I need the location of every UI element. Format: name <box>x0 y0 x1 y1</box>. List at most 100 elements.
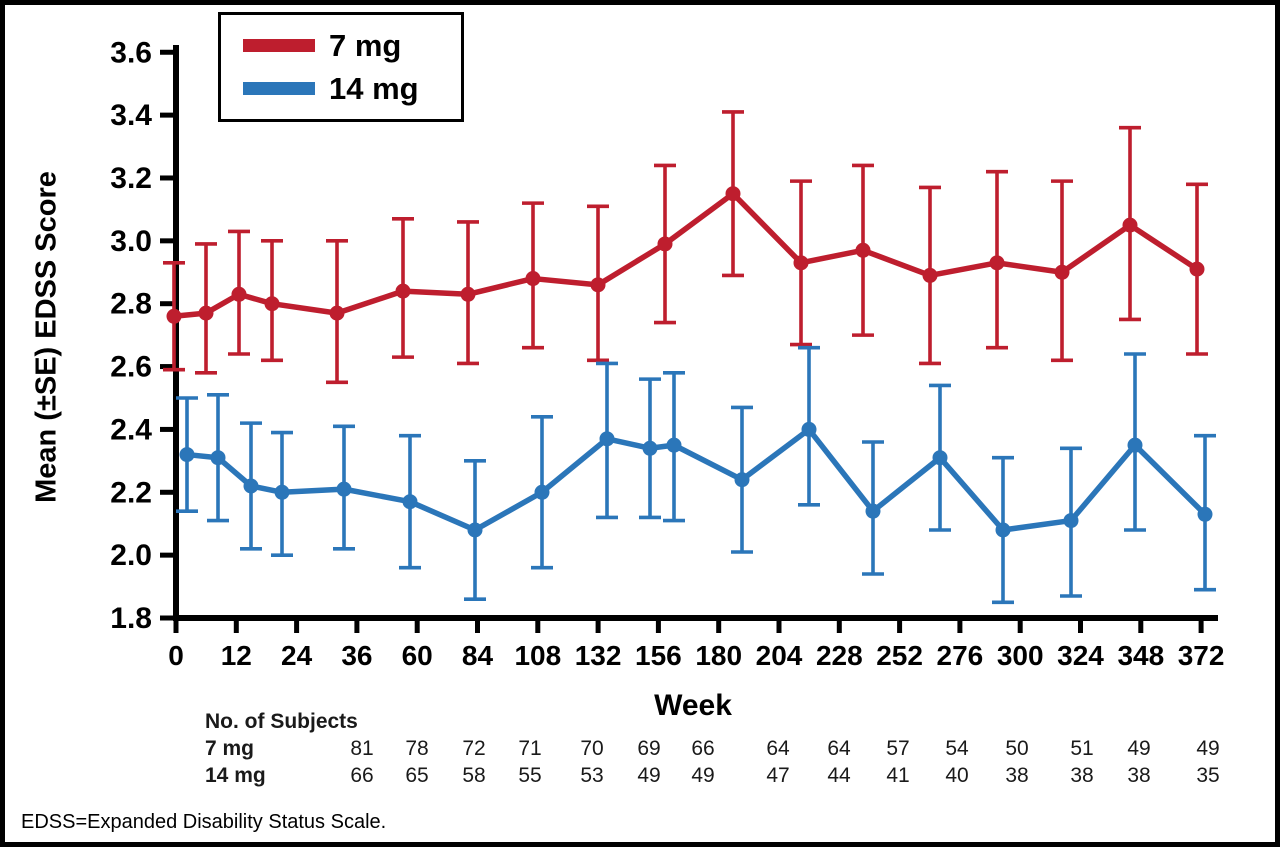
x-tick-label: 300 <box>997 640 1044 671</box>
subject-count: 72 <box>462 737 486 760</box>
series-7mg-marker <box>1054 264 1070 280</box>
y-tick-label: 2.4 <box>110 413 152 446</box>
series-7mg-marker <box>793 255 809 271</box>
x-tick-label: 132 <box>575 640 622 671</box>
series-14mg-marker <box>1063 513 1079 529</box>
subject-count: 53 <box>580 764 604 787</box>
series-14mg-marker <box>666 437 682 453</box>
series-7mg-marker <box>1122 217 1138 233</box>
series-7mg-marker <box>231 286 247 302</box>
series-7mg-marker <box>989 255 1005 271</box>
series-7mg-marker <box>725 186 741 202</box>
subject-count: 50 <box>1005 737 1029 760</box>
x-tick-label: 12 <box>221 640 252 671</box>
x-tick-label: 372 <box>1178 640 1225 671</box>
subject-count: 40 <box>945 764 969 787</box>
subject-count: 64 <box>766 737 790 760</box>
series-14mg-marker <box>995 522 1011 538</box>
edss-line-chart: 1.8 2.0 2.2 2.4 2.6 2.8 3.0 3.2 3.4 3.6 0 12 24 36 60 8… <box>110 36 1225 671</box>
series-14mg-marker <box>402 494 418 510</box>
series-14mg-marker <box>243 478 259 494</box>
subject-count: 81 <box>350 737 374 760</box>
x-tick-label: 228 <box>816 640 863 671</box>
y-tick-label: 3.0 <box>110 225 152 258</box>
x-tick-label: 180 <box>695 640 742 671</box>
series-7mg-marker <box>855 242 871 258</box>
x-tick-label: 324 <box>1057 640 1104 671</box>
series-14mg-marker <box>932 450 948 466</box>
subject-count: 71 <box>518 737 542 760</box>
x-tick-label: 84 <box>462 640 494 671</box>
x-tick-label: 108 <box>514 640 561 671</box>
subjects-row-label-14mg: 14 mg <box>205 764 266 787</box>
legend-label-7mg: 7 mg <box>329 28 402 63</box>
legend-swatch-7mg <box>243 39 315 52</box>
footnote: EDSS=Expanded Disability Status Scale. <box>21 811 387 833</box>
series-14mg-marker <box>210 450 226 466</box>
subjects-row-label-7mg: 7 mg <box>205 737 255 760</box>
x-tick-label: 60 <box>402 640 433 671</box>
series-14mg-marker <box>642 440 658 456</box>
series-7mg-marker <box>525 271 541 287</box>
subject-count: 66 <box>691 737 715 760</box>
series-7mg-marker <box>657 236 673 252</box>
subject-count: 49 <box>1196 737 1220 760</box>
series-14mg-marker <box>467 522 483 538</box>
subject-count: 58 <box>462 764 486 787</box>
legend-label-14mg: 14 mg <box>329 71 419 106</box>
series-14mg-marker <box>865 503 881 519</box>
chart-legend: 7 mg 14 mg <box>218 12 464 122</box>
subject-count: 49 <box>1127 737 1151 760</box>
subject-count: 78 <box>405 737 429 760</box>
y-tick-label: 2.6 <box>110 351 152 384</box>
legend-item-7mg: 7 mg <box>243 30 461 61</box>
x-tick-label: 36 <box>341 640 372 671</box>
series-14mg-marker <box>801 421 817 437</box>
y-tick-label: 1.8 <box>110 602 152 635</box>
subject-count: 64 <box>827 737 851 760</box>
subject-count: 35 <box>1196 764 1220 787</box>
subject-count: 38 <box>1005 764 1029 787</box>
y-tick-label: 3.2 <box>110 162 152 195</box>
subject-count: 47 <box>766 764 790 787</box>
series-14mg-marker <box>734 472 750 488</box>
subject-count: 38 <box>1127 764 1151 787</box>
series-14mg-marker <box>599 431 615 447</box>
series-7mg-marker <box>395 283 411 299</box>
legend-swatch-14mg <box>243 82 315 95</box>
subject-count: 55 <box>518 764 542 787</box>
x-tick-label: 24 <box>281 640 313 671</box>
x-tick-label: 348 <box>1117 640 1164 671</box>
series-14mg-marker <box>274 484 290 500</box>
x-tick-label: 204 <box>756 640 803 671</box>
y-tick-label: 3.4 <box>110 99 152 132</box>
series-7mg-marker <box>460 286 476 302</box>
subjects-table-title: No. of Subjects <box>205 710 358 733</box>
series-7mg-marker <box>329 305 345 321</box>
subjects-table: No. of Subjects 7 mg 14 mg 81 78 72 71 70 69 6… <box>5 5 1275 842</box>
subject-count: 49 <box>691 764 715 787</box>
y-tick-label: 3.6 <box>110 36 152 69</box>
subject-count: 57 <box>886 737 910 760</box>
series-7mg-marker <box>198 305 214 321</box>
series-14mg-marker <box>179 447 195 463</box>
series-14mg-marker <box>336 481 352 497</box>
y-tick-label: 2.8 <box>110 288 152 321</box>
subject-count: 41 <box>886 764 910 787</box>
series-7mg-marker <box>264 296 280 312</box>
x-tick-label: 276 <box>937 640 984 671</box>
series-14mg-marker <box>1197 506 1213 522</box>
subject-count: 65 <box>405 764 429 787</box>
subject-count: 66 <box>350 764 374 787</box>
series-7mg-marker <box>590 277 606 293</box>
subject-count: 38 <box>1070 764 1094 787</box>
x-tick-label: 252 <box>876 640 923 671</box>
series-14mg-marker <box>534 484 550 500</box>
x-tick-label: 156 <box>635 640 682 671</box>
series-7mg-marker <box>922 267 938 283</box>
subject-count: 69 <box>637 737 661 760</box>
subject-count: 51 <box>1070 737 1094 760</box>
series-7mg-marker <box>166 308 182 324</box>
subject-count: 70 <box>580 737 604 760</box>
